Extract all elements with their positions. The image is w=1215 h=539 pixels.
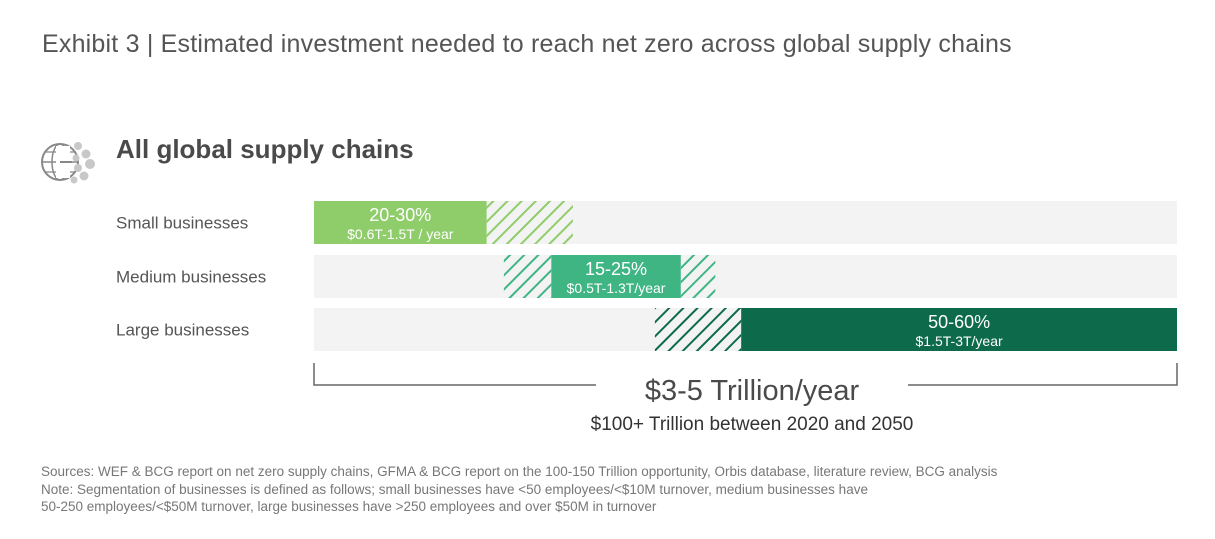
row-label: Medium businesses [116, 268, 266, 287]
sources-note: Sources: WEF & BCG report on net zero su… [41, 464, 998, 479]
bar-percent-label: 15-25% [585, 259, 647, 279]
solid-bar [741, 308, 1177, 351]
solid-bar [551, 255, 681, 298]
hatched-bar-segment [486, 201, 573, 244]
bar-range-label: $0.6T-1.5T / year [347, 226, 454, 242]
globe-network-icon [41, 142, 95, 184]
total-bracket [313, 363, 1178, 386]
exhibit-title: Exhibit 3 | Estimated investment needed … [42, 30, 1012, 58]
bar-percent-label: 20-30% [369, 205, 431, 225]
hatched-bar-segment [654, 308, 742, 351]
bar-track [314, 255, 1177, 298]
row-label: Large businesses [116, 321, 249, 340]
footnotes: Sources: WEF & BCG report on net zero su… [41, 463, 1191, 516]
total-headline: $3-5 Trillion/year [645, 375, 860, 407]
total-subline: $100+ Trillion between 2020 and 2050 [591, 414, 914, 435]
solid-bar [314, 201, 487, 244]
section-title: All global supply chains [116, 134, 414, 164]
segmentation-note-line-2: 50-250 employees/<$50M turnover, large b… [41, 499, 657, 514]
bar-range-label: $0.5T-1.3T/year [567, 280, 666, 296]
row-label: Small businesses [116, 214, 248, 233]
bar-percent-label: 50-60% [928, 312, 990, 332]
hatched-bar-segment [680, 255, 716, 298]
segmentation-note-line-1: Note: Segmentation of businesses is defi… [41, 481, 868, 497]
hatched-bar-segment [503, 255, 552, 298]
bar-range-label: $1.5T-3T/year [916, 333, 1003, 349]
